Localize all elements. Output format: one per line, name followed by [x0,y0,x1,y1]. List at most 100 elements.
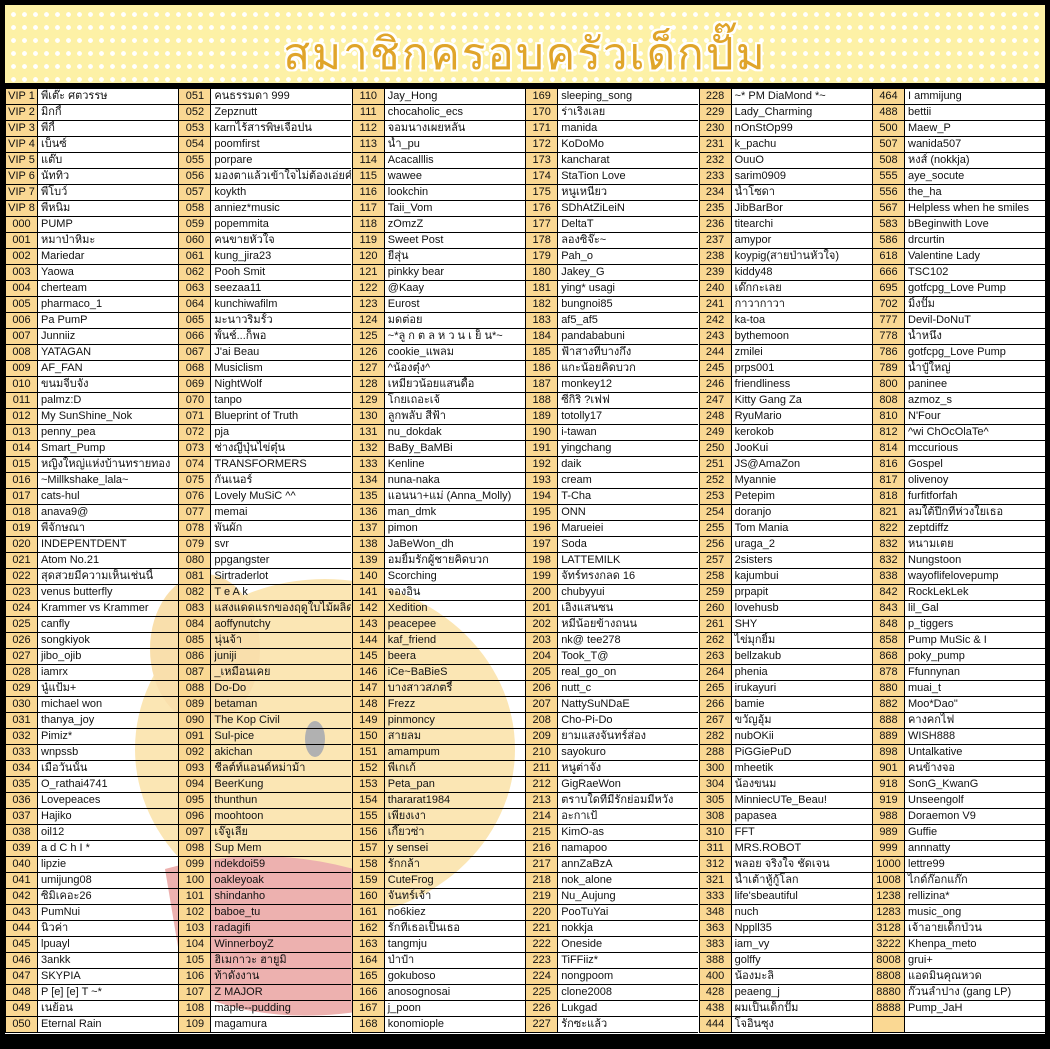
table-row: 187 monkey12 [525,377,699,393]
table-row: 105 ฮิเมกาวะ ฮายูมิ [178,953,352,969]
member-number: 312 [698,857,732,872]
member-name: พี่เต๊ะ ศตวรรษ [41,90,108,102]
member-name: anniez*music [214,202,280,214]
member-name: thanya_joy [41,714,95,726]
table-row: 228 ~* PM DiaMond *~ [698,89,872,105]
member-number: 110 [351,89,385,104]
member-number: 125 [351,329,385,344]
member-name: konomiople [387,1018,445,1030]
member-number: 017 [5,489,38,504]
member-number: 006 [5,313,38,328]
member-number: 103 [178,921,212,936]
member-number: 145 [351,649,385,664]
member-number [872,1017,905,1032]
member-number: 822 [872,521,905,536]
member-name: _เหมือนเคย [214,666,271,678]
table-row: 666 TSC102 [872,265,1045,281]
member-name: Z MAJOR [214,986,263,998]
member-name: มดต่อย [387,314,423,326]
member-number: 102 [178,905,212,920]
table-row: 143 peacepee [351,617,525,633]
member-name: CuteFrog [387,874,434,886]
member-number: 046 [5,953,38,968]
member-number: 555 [872,169,905,184]
table-row: 218 nok_alone [525,873,699,889]
member-number: 042 [5,889,38,904]
member-name: nutt_c [561,682,592,694]
table-row: 063 seezaa11 [178,281,352,297]
member-number: 144 [351,633,385,648]
member-name: บางสาวสภตรี์ [387,682,453,694]
member-number: 988 [872,809,905,824]
member-number: VIP 2 [5,105,38,120]
table-row: 162 รักที่เธอเป็นเธอ [351,921,525,937]
member-name: thararat1984 [387,794,451,806]
table-row: 003 Yaowa [5,265,178,281]
table-row: 159 CuteFrog [351,873,525,889]
member-name: svr [214,538,230,550]
member-number: 090 [178,713,212,728]
table-row: 8808 แอดมินคุณหวด [872,969,1045,985]
member-name: เนย้อน [41,1002,73,1014]
table-row: 248 RyuMario [698,409,872,425]
member-name: poky_pump [908,650,965,662]
member-name: เบ็นซ์ [41,138,67,150]
member-name: juniji [214,650,237,662]
member-number: 253 [698,489,732,504]
table-row: 206 nutt_c [525,681,699,697]
table-row: 092 akichan [178,745,352,761]
member-name: prps001 [734,362,775,374]
member-name: ลองซิจ๊ะ~ [561,234,607,246]
member-number: 138 [351,537,385,552]
member-name: WinnerboyZ [214,938,274,950]
member-name: หมาป่าหิมะ [41,234,96,246]
member-name: KimO-as [561,826,604,838]
member-number: 174 [525,169,559,184]
table-row: 020 INDEPENTDENT [5,537,178,553]
member-number: 072 [178,425,212,440]
member-number: 305 [698,793,732,808]
table-row: 118 zOmzZ [351,217,525,233]
member-name: ซีกิริ ?เฟฟ [561,394,610,406]
member-number: 160 [351,889,385,904]
member-name: lipzie [41,858,67,870]
table-row: 777 Devil-DoNuT [872,313,1045,329]
member-name: pimon [387,522,418,534]
member-number: 159 [351,873,385,888]
member-number: 091 [178,729,212,744]
member-number: 182 [525,297,559,312]
table-row: 816 Gospel [872,457,1045,473]
table-row: 214 อะกาเป้ [525,809,699,825]
member-name: สายลม [387,730,422,742]
member-name: Peta_pan [387,778,435,790]
member-number: 428 [698,985,732,1000]
member-name: Doraemon V9 [908,810,976,822]
table-row: 073 ช่างญี่ปุ่นไข่ตุ๋น [178,441,352,457]
member-name: Kitty Gang Za [734,394,802,406]
table-row: 072 pja [178,425,352,441]
table-row: 848 p_tiggers [872,617,1045,633]
table-row: 210 sayokuro [525,745,699,761]
table-row: 182 bungnoi85 [525,297,699,313]
table-row: 265 irukayuri [698,681,872,697]
member-number: 096 [178,809,212,824]
table-row: 230 nOnStOp99 [698,121,872,137]
member-name: ~Millkshake_lala~ [41,474,129,486]
table-row: 119 Sweet Post [351,233,525,249]
member-name: เอิงแสนซน [561,602,614,614]
member-number: 247 [698,393,732,408]
member-number: 127 [351,361,385,376]
member-name: tangmju [387,938,427,950]
table-row: 075 กันเนอร์ [178,473,352,489]
member-number: 167 [351,1001,385,1016]
member-number: 234 [698,185,732,200]
member-number: 868 [872,649,905,664]
member-name: peacepee [387,618,437,630]
member-number: 260 [698,601,732,616]
member-name: furfitforfah [908,490,958,502]
member-number: 081 [178,569,212,584]
member-number: 261 [698,617,732,632]
member-name: 3ankk [41,954,71,966]
member-name: cookie_แพลม [387,346,455,358]
table-row: 077 memai [178,505,352,521]
